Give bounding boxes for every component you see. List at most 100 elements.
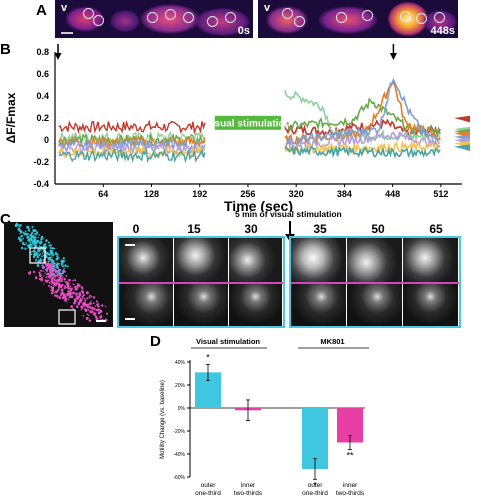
microglia-process-dot: [80, 309, 82, 311]
microglia-process-dot: [29, 244, 32, 248]
roi-circle: [362, 10, 373, 21]
y-axis-title: Motility Change (vs. baseline): [160, 380, 166, 459]
microglia-process-map: [14, 222, 109, 325]
microglia-process-dot: [46, 272, 50, 275]
microglia-process-dot: [30, 238, 33, 241]
microglia-process-dot: [59, 294, 62, 297]
microglia-process-dot: [27, 227, 31, 230]
microglia-process-dot: [34, 244, 38, 248]
microglia-process-dot: [51, 280, 54, 284]
microglia-process-dot: [77, 284, 80, 286]
microglia-process-dot: [60, 279, 63, 283]
microglia-process-dot: [72, 283, 75, 286]
microglia-process-dot: [51, 261, 55, 264]
microglia-process-dot: [60, 288, 64, 292]
microglia-process-dot: [50, 251, 53, 255]
frame-time-15: 15: [187, 222, 201, 236]
microglia-process-dot: [56, 296, 59, 298]
microglia-process-dot: [25, 232, 28, 235]
microglia-process-dot: [83, 297, 86, 300]
timelapse-block-after: [289, 236, 461, 328]
baseline-trace: [58, 141, 206, 156]
microglia-process-dot: [80, 290, 83, 292]
microglia-process-dot: [57, 256, 60, 258]
microglia-process-dot: [47, 241, 50, 244]
microglia-process-dot: [41, 255, 43, 258]
microglia-process-dot: [31, 250, 34, 253]
microglia-process-dot: [40, 278, 44, 281]
microglia-process-dot: [70, 305, 74, 308]
evoked-trace: [284, 77, 441, 147]
microglia-process-dot: [27, 233, 29, 235]
microglia-process-dot: [84, 309, 88, 313]
timelapse-frame: [229, 284, 283, 326]
trace-end-marker: [454, 115, 470, 123]
microglia-process-dot: [61, 283, 64, 287]
microglia-process-dot: [56, 266, 59, 270]
microglia-process-dot: [62, 257, 65, 260]
microglia-process-dot: [87, 308, 90, 311]
microglia-process-dot: [45, 273, 48, 276]
microglia-process-dot: [38, 277, 41, 280]
microglia-process-dot: [49, 271, 51, 273]
microglia-process-dot: [69, 285, 72, 288]
microglia-process-dot: [74, 285, 77, 288]
microglia-process-dot: [32, 240, 36, 244]
scale-bar: [125, 244, 135, 246]
microglia-process-dot: [76, 286, 79, 289]
microglia-process-dot: [48, 257, 50, 260]
microglia-process-dot: [38, 254, 41, 257]
microglia-process-dot: [51, 287, 55, 290]
y-tick-label: 20%: [175, 383, 186, 389]
microglia-process-dot: [45, 261, 47, 264]
roi-circle: [93, 15, 104, 26]
microglia-process-dot: [78, 294, 82, 297]
microglia-process-dot: [40, 235, 44, 239]
microglia-process-dot: [66, 286, 69, 289]
microglia-process-dot: [69, 292, 73, 296]
microglia-process-dot: [30, 253, 33, 256]
microglia-process-dot: [43, 243, 46, 246]
heatmap-frame-0s: v 0s: [55, 0, 253, 38]
microglia-process-dot: [45, 239, 48, 242]
microglia-process-dot: [59, 272, 63, 276]
microglia-process-dot: [99, 315, 103, 319]
microglia-process-dot: [92, 296, 96, 299]
microglia-process-dot: [51, 256, 53, 258]
microglia-process-dot: [29, 230, 31, 232]
microglia-process-dot: [67, 298, 70, 301]
x-tick-label: 512: [433, 189, 448, 199]
microglia-process-dot: [54, 252, 58, 256]
frame-time-30: 30: [244, 222, 258, 236]
microglia-process-dot: [92, 302, 95, 305]
microglia-process-dot: [32, 229, 36, 232]
roi-circle: [83, 8, 94, 19]
microglia-process-dot: [49, 268, 53, 271]
microglia-process-dot: [74, 288, 77, 291]
microglia-process-dot: [56, 264, 59, 266]
microglia-process-dot: [87, 305, 90, 308]
scale-bar: [125, 318, 135, 320]
microglia-process-dot: [71, 287, 73, 289]
microglia-process-dot: [42, 250, 45, 253]
microglia-process-dot: [41, 280, 43, 282]
microglia-process-dot: [61, 291, 64, 294]
microglia-process-dot: [49, 260, 51, 263]
frame-time-label: 0s: [237, 25, 250, 37]
microglia-process-dot: [52, 284, 55, 287]
microglia-process-dot: [63, 277, 66, 281]
microglia-process-dot: [55, 258, 59, 261]
microglia-process-dot: [61, 277, 64, 280]
microglia-process-dot: [90, 300, 92, 302]
significance-label: **: [346, 450, 354, 460]
roi-circle: [416, 13, 427, 24]
roi-circle: [225, 12, 236, 23]
microglia-process-dot: [28, 241, 30, 243]
outer-roi-box: [29, 247, 46, 264]
y-tick-label: -0.2: [33, 157, 49, 167]
bar-label: two-thirds: [234, 490, 263, 497]
microglia-process-dot: [64, 298, 68, 301]
microglia-process-dot: [63, 293, 67, 296]
microglia-process-dot: [88, 302, 92, 305]
timelapse-frame: [229, 238, 283, 282]
